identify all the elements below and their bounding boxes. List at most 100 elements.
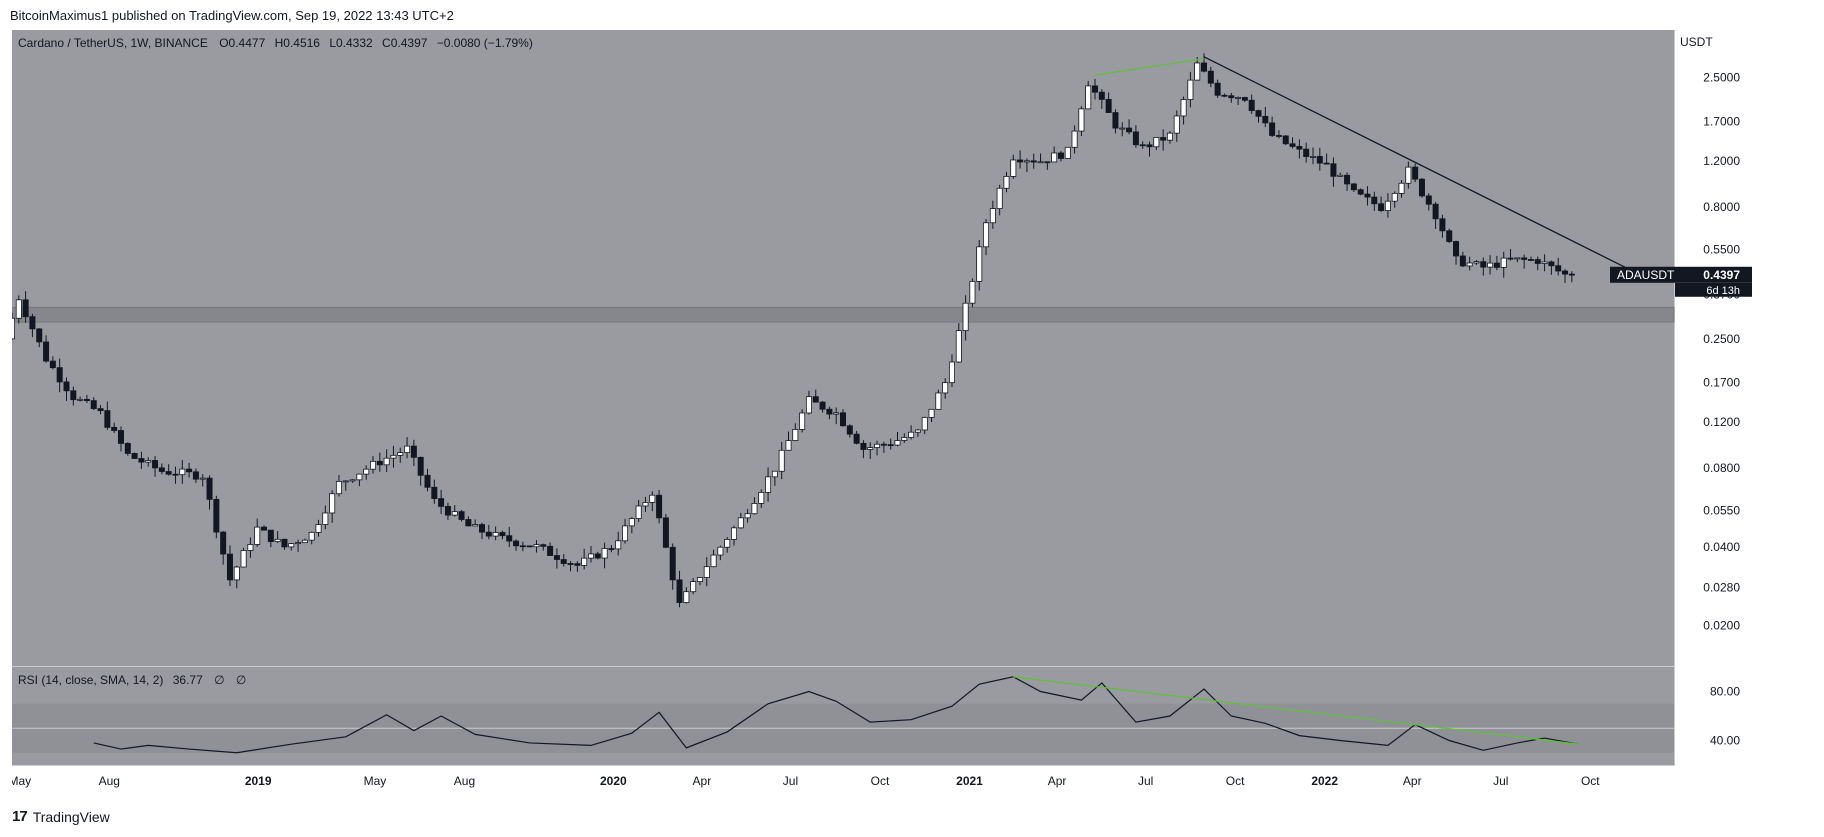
- candle[interactable]: [955, 323, 962, 363]
- candle[interactable]: [1132, 125, 1139, 148]
- candle[interactable]: [867, 442, 874, 459]
- candle[interactable]: [431, 479, 438, 504]
- candle[interactable]: [1207, 66, 1214, 88]
- candle[interactable]: [874, 440, 881, 456]
- candle[interactable]: [1187, 71, 1194, 108]
- candle[interactable]: [417, 456, 424, 486]
- candle[interactable]: [165, 464, 172, 476]
- candle[interactable]: [560, 554, 567, 567]
- candle[interactable]: [1425, 193, 1432, 211]
- candle[interactable]: [1309, 147, 1316, 165]
- candle[interactable]: [840, 409, 847, 427]
- candle[interactable]: [213, 495, 220, 539]
- candle[interactable]: [1384, 193, 1391, 218]
- candle[interactable]: [1248, 94, 1255, 114]
- candle[interactable]: [989, 200, 996, 229]
- candle[interactable]: [254, 518, 261, 547]
- candle[interactable]: [1371, 191, 1378, 211]
- candle[interactable]: [172, 466, 179, 484]
- candle[interactable]: [860, 440, 867, 459]
- tradingview-logo-icon[interactable]: 17: [12, 808, 28, 825]
- candle[interactable]: [349, 479, 356, 483]
- candle[interactable]: [145, 457, 152, 467]
- candle[interactable]: [308, 531, 315, 545]
- candle[interactable]: [1173, 110, 1180, 142]
- candle[interactable]: [261, 525, 268, 531]
- candle[interactable]: [785, 431, 792, 451]
- candle[interactable]: [376, 452, 383, 472]
- candle[interactable]: [1139, 141, 1146, 149]
- candle[interactable]: [199, 474, 206, 487]
- candle[interactable]: [158, 463, 165, 475]
- candle[interactable]: [642, 496, 649, 512]
- candle[interactable]: [1412, 163, 1419, 183]
- candle[interactable]: [295, 539, 302, 552]
- descending-resistance-line[interactable]: [1203, 56, 1641, 276]
- candle[interactable]: [329, 490, 336, 523]
- candle[interactable]: [1269, 116, 1276, 137]
- candle[interactable]: [908, 425, 915, 440]
- candle[interactable]: [1364, 186, 1371, 206]
- rsi-line[interactable]: [93, 676, 1579, 754]
- candle[interactable]: [1534, 256, 1541, 271]
- candle[interactable]: [1500, 251, 1507, 278]
- candle[interactable]: [22, 291, 29, 323]
- candle[interactable]: [1119, 122, 1126, 137]
- candle[interactable]: [1473, 259, 1480, 265]
- candle[interactable]: [914, 428, 921, 437]
- candle[interactable]: [771, 470, 778, 486]
- candle[interactable]: [533, 540, 540, 553]
- candle[interactable]: [342, 480, 349, 491]
- candle[interactable]: [1514, 257, 1521, 263]
- candle[interactable]: [1480, 257, 1487, 276]
- candle[interactable]: [587, 546, 594, 563]
- candle[interactable]: [1466, 256, 1473, 271]
- support-zone[interactable]: [12, 306, 1675, 323]
- candle[interactable]: [220, 531, 227, 565]
- candle[interactable]: [1194, 57, 1201, 81]
- candle[interactable]: [226, 545, 233, 587]
- candle[interactable]: [880, 441, 887, 453]
- candle[interactable]: [737, 512, 744, 529]
- candle[interactable]: [1493, 255, 1500, 271]
- candle[interactable]: [363, 465, 370, 480]
- candle[interactable]: [1378, 196, 1385, 213]
- candle[interactable]: [1105, 92, 1112, 113]
- candle[interactable]: [1071, 125, 1078, 154]
- candle[interactable]: [703, 557, 710, 587]
- candle[interactable]: [1228, 92, 1235, 103]
- candle[interactable]: [1153, 137, 1160, 151]
- candle[interactable]: [131, 452, 138, 459]
- candle[interactable]: [969, 278, 976, 308]
- candle[interactable]: [117, 426, 124, 452]
- candle[interactable]: [778, 441, 785, 480]
- candle[interactable]: [301, 538, 308, 544]
- candle[interactable]: [921, 416, 928, 435]
- candle[interactable]: [799, 409, 806, 433]
- candle[interactable]: [812, 389, 819, 403]
- candle[interactable]: [179, 460, 186, 484]
- candle[interactable]: [1166, 131, 1173, 144]
- candle[interactable]: [901, 433, 908, 443]
- candle[interactable]: [526, 545, 533, 548]
- candle[interactable]: [472, 519, 479, 527]
- candle[interactable]: [983, 218, 990, 256]
- candle[interactable]: [792, 423, 799, 442]
- candle[interactable]: [15, 295, 22, 324]
- candle[interactable]: [1180, 96, 1187, 125]
- candle[interactable]: [1330, 157, 1337, 187]
- candle[interactable]: [1439, 214, 1446, 238]
- candle[interactable]: [1357, 188, 1364, 196]
- price-divergence-line[interactable]: [1094, 58, 1205, 76]
- candle[interactable]: [1064, 146, 1071, 159]
- candle[interactable]: [1160, 129, 1167, 151]
- candle[interactable]: [1350, 182, 1357, 192]
- candle[interactable]: [601, 542, 608, 569]
- candle[interactable]: [676, 570, 683, 608]
- candle[interactable]: [1092, 78, 1099, 100]
- candle[interactable]: [335, 475, 342, 497]
- candle[interactable]: [1235, 96, 1242, 105]
- candle[interactable]: [942, 378, 949, 399]
- candle[interactable]: [315, 519, 322, 537]
- candle[interactable]: [29, 313, 36, 338]
